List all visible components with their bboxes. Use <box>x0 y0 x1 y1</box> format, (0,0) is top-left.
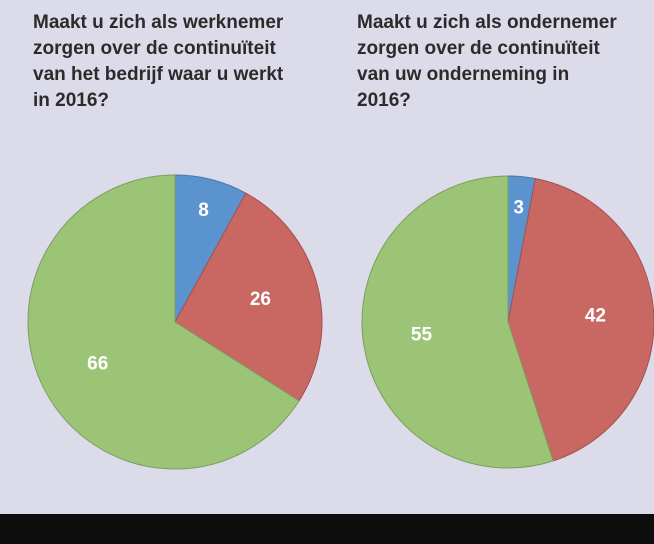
slice-label: 8 <box>198 200 209 221</box>
slice-label: 55 <box>411 325 433 346</box>
chart-title: van het bedrijf waar u werkt <box>33 64 284 85</box>
chart-title: zorgen over de continuïteit <box>33 38 276 59</box>
slice-label: 3 <box>513 198 524 219</box>
chart-title: Maakt u zich als werknemer <box>33 12 284 33</box>
chart-title: van uw onderneming in <box>357 64 569 85</box>
chart-title: zorgen over de continuïteit <box>357 38 600 59</box>
chart-title: Maakt u zich als ondernemer <box>357 12 617 33</box>
chart-title: 2016? <box>357 90 411 111</box>
pie-slice <box>361 175 554 469</box>
pie-slice <box>174 192 323 402</box>
slice-label: 42 <box>585 306 606 327</box>
slice-label: 26 <box>250 289 271 310</box>
slice-label: 66 <box>87 354 108 375</box>
pie-slice <box>27 174 300 470</box>
chart-title: in 2016? <box>33 90 109 111</box>
footer-bar <box>0 514 654 544</box>
